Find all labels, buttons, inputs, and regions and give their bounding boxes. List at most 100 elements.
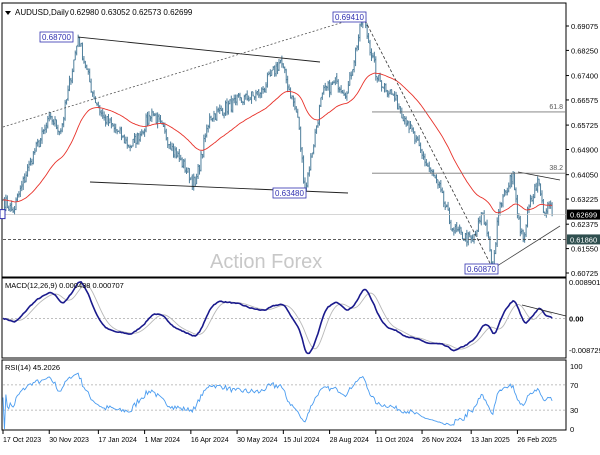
price-bar <box>249 96 251 101</box>
price-label: 0.63480 <box>275 189 304 198</box>
price-axis-label: 0.61550 <box>571 245 598 254</box>
macd-axis-label: 0.008901 <box>569 278 600 287</box>
price-bar <box>122 135 124 138</box>
price-bar <box>279 59 282 64</box>
price-bar <box>477 217 480 232</box>
price-bar <box>260 87 263 98</box>
date-axis-label: 17 Jan 2024 <box>98 437 137 444</box>
price-bar <box>120 126 123 141</box>
date-axis-label: 26 Nov 2024 <box>422 437 462 444</box>
price-bar <box>136 132 139 145</box>
price-bar <box>214 113 217 121</box>
price-bar <box>237 93 240 98</box>
price-bar <box>70 77 72 85</box>
price-bar <box>57 124 59 135</box>
price-bar <box>109 118 111 124</box>
price-bar <box>153 113 156 117</box>
price-axis-label: 0.65725 <box>571 121 598 130</box>
price-bar <box>84 60 87 69</box>
price-bar <box>125 136 127 144</box>
price-bar <box>487 231 490 239</box>
price-bar <box>398 103 400 110</box>
price-axis-label: 0.64900 <box>571 146 598 155</box>
price-bar <box>75 45 78 56</box>
price-bar <box>349 72 351 86</box>
price-panel[interactable] <box>1 2 567 278</box>
price-layer: 61.8 38.2 0.68700 0.63480 0.69410 0.60870 <box>0 11 566 275</box>
price-bar <box>359 23 361 42</box>
price-bar <box>476 229 478 237</box>
price-bar <box>6 195 9 209</box>
price-bar <box>408 120 410 134</box>
price-bar <box>409 120 412 130</box>
price-bar <box>294 97 296 111</box>
price-bar <box>174 146 176 159</box>
price-label-box-cut <box>0 209 6 220</box>
price-bar <box>226 98 228 116</box>
price-bar <box>256 91 259 96</box>
price-bar <box>220 105 222 112</box>
price-bar <box>299 126 302 152</box>
rsi-axis-label: 100 <box>570 362 583 371</box>
price-bar <box>406 120 409 126</box>
rsi-panel[interactable] <box>1 359 567 431</box>
macd-panel[interactable] <box>1 277 567 359</box>
price-bar <box>175 147 178 159</box>
price-bar <box>496 217 498 248</box>
price-bar <box>87 68 90 75</box>
price-bar <box>54 116 56 127</box>
price-bar <box>61 123 64 133</box>
moving-average-line <box>2 72 553 214</box>
price-bar <box>65 99 68 105</box>
date-axis-label: 16 Apr 2024 <box>191 437 229 444</box>
price-bar <box>442 190 445 208</box>
current-price-value: 0.62699 <box>570 211 597 220</box>
date-axis-label: 30 May 2024 <box>237 437 278 444</box>
macd-axis-label: -0.008729 <box>569 346 600 355</box>
rsi-title: RSI(14) 45.2026 <box>5 363 60 372</box>
price-bar <box>356 45 358 52</box>
price-bar <box>438 181 441 189</box>
price-bar <box>16 193 19 202</box>
price-bar <box>350 71 353 80</box>
price-bar <box>217 107 220 113</box>
price-label: 0.69410 <box>335 13 364 22</box>
rsi-layer <box>2 372 566 430</box>
price-label-box <box>464 263 499 275</box>
price-bar <box>533 183 536 199</box>
price-bar <box>9 202 12 212</box>
date-axis-label: 17 Oct 2023 <box>3 437 41 444</box>
price-bar <box>314 128 316 148</box>
price-bar <box>33 148 36 155</box>
price-bar <box>204 133 207 143</box>
price-bar <box>164 122 166 134</box>
price-bar <box>311 152 314 158</box>
price-bar <box>151 108 153 122</box>
price-bar <box>503 189 506 197</box>
collapse-triangle-icon[interactable] <box>5 11 11 15</box>
price-bar <box>320 97 322 108</box>
price-bar <box>428 161 431 173</box>
macd-line <box>2 281 553 355</box>
support-level-tag <box>567 234 600 245</box>
price-bar <box>515 187 517 203</box>
current-price-tag <box>567 209 600 220</box>
price-bar <box>444 201 446 210</box>
price-label-box <box>272 187 307 199</box>
price-bar <box>330 82 332 96</box>
price-bar <box>500 202 503 208</box>
price-bar <box>104 114 107 127</box>
price-bar <box>152 111 155 117</box>
price-label-box <box>332 11 367 23</box>
price-axis-label: 0.66575 <box>571 96 598 105</box>
price-bar <box>302 155 305 184</box>
price-bar <box>453 227 455 236</box>
price-bar <box>470 235 472 244</box>
price-bar <box>146 111 149 127</box>
price-bar <box>377 74 380 82</box>
price-bar <box>67 85 69 101</box>
price-bar <box>28 160 30 172</box>
support-level-value: 0.61860 <box>570 235 597 244</box>
price-bar <box>240 97 243 104</box>
